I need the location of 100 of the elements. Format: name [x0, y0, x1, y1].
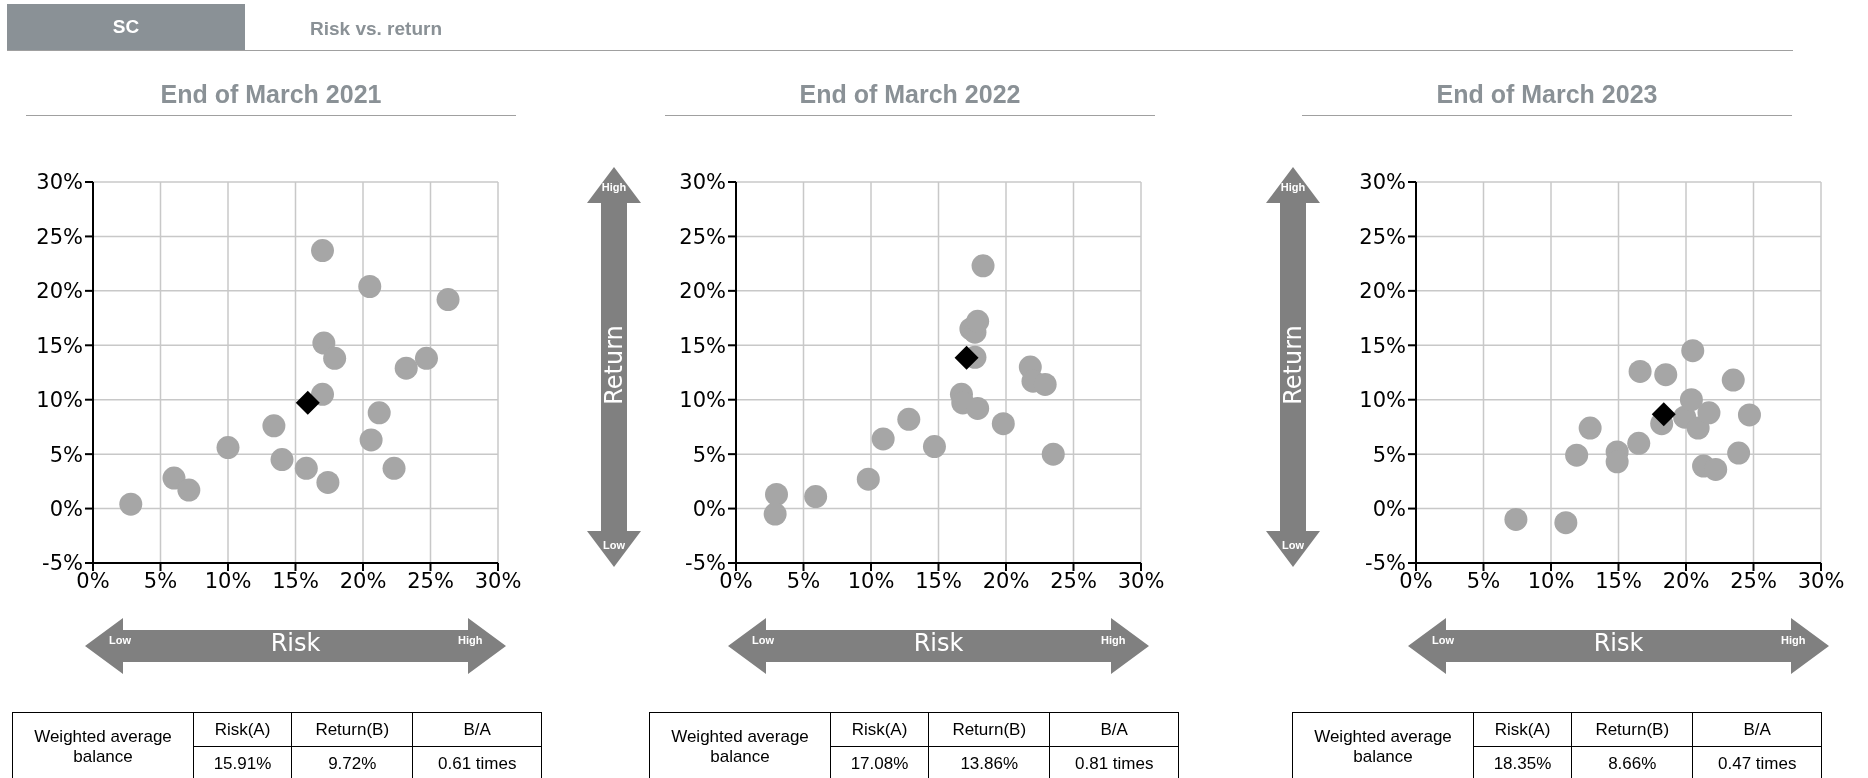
text: 17.08%: [830, 746, 929, 778]
point: [1041, 442, 1065, 466]
point: [1721, 368, 1745, 392]
point: [436, 288, 460, 312]
text: B/A: [1049, 712, 1179, 747]
y-tick-label: 20%: [1359, 279, 1406, 304]
y-tick-label: 0%: [1372, 497, 1406, 522]
point: [294, 456, 318, 480]
x-axis-title: Risk: [1593, 629, 1644, 657]
point: [177, 478, 201, 502]
text: 13.86%: [928, 746, 1050, 778]
y-tick-label: 15%: [36, 333, 83, 358]
text: Risk(A): [193, 712, 292, 747]
x-tick-label: 15%: [915, 568, 962, 593]
point: [1651, 402, 1676, 427]
point: [262, 414, 286, 438]
point: [312, 331, 336, 355]
y-tick-label: 15%: [1359, 333, 1406, 358]
y-axis-title: Return: [600, 324, 628, 407]
y-tick-label: 5%: [49, 442, 83, 467]
y-tick-label: 5%: [692, 442, 726, 467]
text: 0.61 times: [412, 746, 542, 778]
point: [804, 485, 828, 509]
y-tick-label: 0%: [692, 497, 726, 522]
x-tick-label: 5%: [143, 568, 178, 593]
text: Risk(A): [830, 712, 929, 747]
y-tick-label: 30%: [1359, 170, 1406, 195]
point: [897, 407, 921, 431]
point: [1628, 359, 1652, 383]
x-tick-label: 20%: [1662, 568, 1710, 593]
x-tick-label: 5%: [1466, 568, 1501, 593]
point: [119, 492, 143, 516]
point: [1554, 511, 1578, 535]
x-tick-label: 25%: [1730, 568, 1777, 593]
text: 18.35%: [1473, 746, 1572, 778]
text: Return(B): [1571, 712, 1693, 747]
point: [1697, 401, 1721, 425]
x-tick-label: 10%: [847, 568, 895, 593]
point: [311, 382, 334, 406]
x-tick-label: 25%: [1050, 568, 1097, 593]
y-tick-label: 30%: [36, 170, 83, 195]
text: High: [1781, 634, 1806, 646]
chart-title: End of March 2021: [159, 80, 383, 109]
text: B/A: [1692, 712, 1822, 747]
text: Return(B): [928, 712, 1050, 747]
x-tick-label: 20%: [982, 568, 1030, 593]
text: Weighted average balance: [649, 712, 831, 778]
y-axis-title: Return: [1279, 324, 1307, 407]
text: 8.66%: [1571, 746, 1693, 778]
point: [323, 346, 347, 370]
text: 0.81 times: [1049, 746, 1179, 778]
point: [1578, 416, 1602, 440]
text: High: [1101, 634, 1126, 646]
x-tick-label: 20%: [339, 568, 387, 593]
y-tick-label: 10%: [1359, 388, 1406, 413]
point: [954, 345, 979, 370]
text: Low: [602, 539, 626, 551]
x-tick-label: 25%: [407, 568, 454, 593]
y-tick-label: 30%: [679, 170, 726, 195]
text: Low: [752, 634, 774, 646]
y-tick-label: 25%: [36, 224, 83, 249]
point: [1033, 372, 1057, 396]
point: [1654, 363, 1678, 387]
y-tick-label: 5%: [1372, 442, 1406, 467]
text: Weighted average balance: [12, 712, 194, 778]
y-tick-label: 20%: [36, 279, 83, 304]
x-axis-title: Risk: [270, 629, 321, 657]
text: Low: [1432, 634, 1454, 646]
point: [971, 254, 995, 278]
text: High: [458, 634, 483, 646]
y-tick-label: 0%: [49, 497, 83, 522]
y-tick-label: 20%: [679, 279, 726, 304]
text: 9.72%: [291, 746, 413, 778]
x-tick-label: 30%: [1117, 568, 1165, 593]
x-axis-title: Risk: [913, 629, 964, 657]
x-tick-label: 10%: [1527, 568, 1575, 593]
point: [966, 396, 990, 420]
x-tick-label: 15%: [272, 568, 319, 593]
point: [1565, 443, 1589, 467]
point: [311, 239, 334, 263]
point: [1704, 457, 1728, 481]
point: [1627, 431, 1651, 455]
text: SC: [7, 4, 245, 50]
text: 0.47 times: [1692, 746, 1822, 778]
y-tick-label: 25%: [679, 224, 726, 249]
x-tick-label: 30%: [1797, 568, 1845, 593]
point: [1727, 441, 1751, 465]
point: [1679, 388, 1703, 412]
text: B/A: [412, 712, 542, 747]
point: [270, 448, 294, 472]
point: [1686, 416, 1710, 440]
point: [1681, 339, 1705, 363]
point: [1737, 403, 1761, 427]
y-tick-label: 25%: [1359, 224, 1406, 249]
text: Risk(A): [1473, 712, 1572, 747]
text: Weighted average balance: [1292, 712, 1474, 778]
chart-title: End of March 2022: [798, 80, 1022, 109]
x-tick-label: 30%: [474, 568, 522, 593]
y-tick-label: 10%: [36, 388, 83, 413]
y-tick-label: 15%: [679, 333, 726, 358]
